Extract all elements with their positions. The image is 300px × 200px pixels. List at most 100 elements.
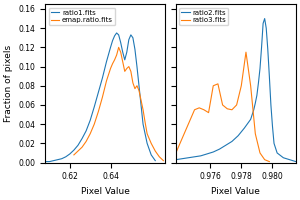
emap.ratio.fits [137, 89, 141, 92]
ratio2.fits [255, 94, 259, 97]
emap.ratio.fits [113, 59, 116, 61]
ratio1.fits [129, 34, 133, 36]
ratio2.fits [212, 151, 215, 153]
ratio3.fits [202, 109, 206, 111]
ratio2.fits [263, 17, 266, 20]
ratio3.fits [249, 85, 252, 87]
ratio2.fits [187, 157, 190, 159]
emap.ratio.fits [154, 150, 157, 152]
ratio1.fits [72, 149, 76, 151]
ratio1.fits [135, 65, 139, 68]
ratio3.fits [230, 109, 234, 111]
emap.ratio.fits [149, 142, 153, 145]
emap.ratio.fits [121, 61, 124, 63]
ratio3.fits [212, 85, 215, 87]
emap.ratio.fits [135, 85, 139, 87]
ratio1.fits [149, 154, 153, 156]
ratio1.fits [131, 37, 135, 39]
emap.ratio.fits [123, 70, 127, 73]
ratio3.fits [239, 85, 243, 87]
ratio2.fits [218, 148, 221, 150]
ratio2.fits [224, 144, 227, 146]
ratio3.fits [207, 111, 210, 114]
ratio2.fits [288, 158, 291, 161]
ratio3.fits [174, 152, 178, 154]
ratio2.fits [230, 140, 234, 143]
ratio2.fits [271, 125, 274, 127]
emap.ratio.fits [109, 67, 112, 70]
ratio1.fits [121, 51, 124, 53]
emap.ratio.fits [115, 54, 119, 56]
emap.ratio.fits [131, 82, 135, 84]
X-axis label: Pixel Value: Pixel Value [212, 187, 260, 196]
ratio2.fits [275, 152, 279, 154]
ratio3.fits [268, 160, 271, 163]
emap.ratio.fits [92, 123, 96, 125]
ratio2.fits [261, 22, 265, 25]
ratio3.fits [235, 104, 238, 106]
emap.ratio.fits [158, 156, 161, 158]
ratio1.fits [141, 123, 145, 125]
ratio2.fits [294, 160, 298, 163]
emap.ratio.fits [125, 67, 129, 70]
ratio1.fits [105, 61, 108, 63]
ratio1.fits [119, 41, 122, 44]
ratio3.fits [193, 109, 196, 111]
emap.ratio.fits [111, 62, 114, 65]
emap.ratio.fits [100, 96, 104, 98]
ratio3.fits [258, 152, 262, 154]
emap.ratio.fits [76, 150, 80, 152]
ratio2.fits [269, 104, 273, 106]
ratio1.fits [80, 137, 84, 140]
ratio2.fits [174, 158, 178, 161]
Line: ratio1.fits: ratio1.fits [45, 33, 155, 162]
emap.ratio.fits [127, 65, 130, 68]
ratio2.fits [243, 127, 246, 129]
ratio1.fits [52, 159, 56, 162]
ratio2.fits [256, 82, 260, 84]
ratio2.fits [193, 156, 196, 158]
emap.ratio.fits [145, 133, 149, 135]
ratio1.fits [154, 159, 157, 162]
emap.ratio.fits [129, 70, 133, 73]
ratio3.fits [244, 51, 248, 53]
ratio2.fits [180, 158, 184, 160]
emap.ratio.fits [141, 109, 145, 111]
Line: ratio3.fits: ratio3.fits [176, 52, 269, 162]
ratio1.fits [133, 48, 137, 50]
ratio2.fits [258, 67, 262, 70]
ratio1.fits [97, 91, 100, 94]
ratio1.fits [68, 153, 72, 155]
emap.ratio.fits [88, 133, 92, 135]
ratio3.fits [216, 83, 220, 85]
ratio1.fits [127, 38, 130, 41]
ratio1.fits [113, 35, 116, 37]
ratio2.fits [252, 109, 256, 111]
ratio3.fits [221, 104, 224, 106]
ratio1.fits [60, 158, 64, 160]
ratio2.fits [272, 142, 276, 145]
ratio3.fits [187, 123, 190, 125]
ratio1.fits [145, 142, 149, 145]
Legend: ratio1.fits, emap.ratio.fits: ratio1.fits, emap.ratio.fits [49, 8, 115, 25]
ratio1.fits [123, 59, 127, 61]
ratio3.fits [226, 108, 229, 110]
ratio2.fits [266, 48, 270, 50]
Line: ratio2.fits: ratio2.fits [176, 19, 296, 162]
emap.ratio.fits [139, 99, 143, 101]
ratio3.fits [180, 137, 184, 140]
ratio1.fits [64, 156, 68, 158]
ratio2.fits [268, 75, 271, 77]
ratio1.fits [76, 144, 80, 146]
Line: emap.ratio.fits: emap.ratio.fits [74, 47, 164, 161]
ratio1.fits [115, 32, 119, 34]
ratio1.fits [117, 34, 121, 36]
emap.ratio.fits [119, 51, 122, 53]
emap.ratio.fits [143, 121, 147, 123]
emap.ratio.fits [105, 80, 108, 82]
ratio1.fits [44, 160, 47, 163]
emap.ratio.fits [133, 87, 137, 90]
ratio1.fits [109, 46, 112, 49]
emap.ratio.fits [97, 110, 100, 113]
ratio2.fits [249, 118, 252, 121]
